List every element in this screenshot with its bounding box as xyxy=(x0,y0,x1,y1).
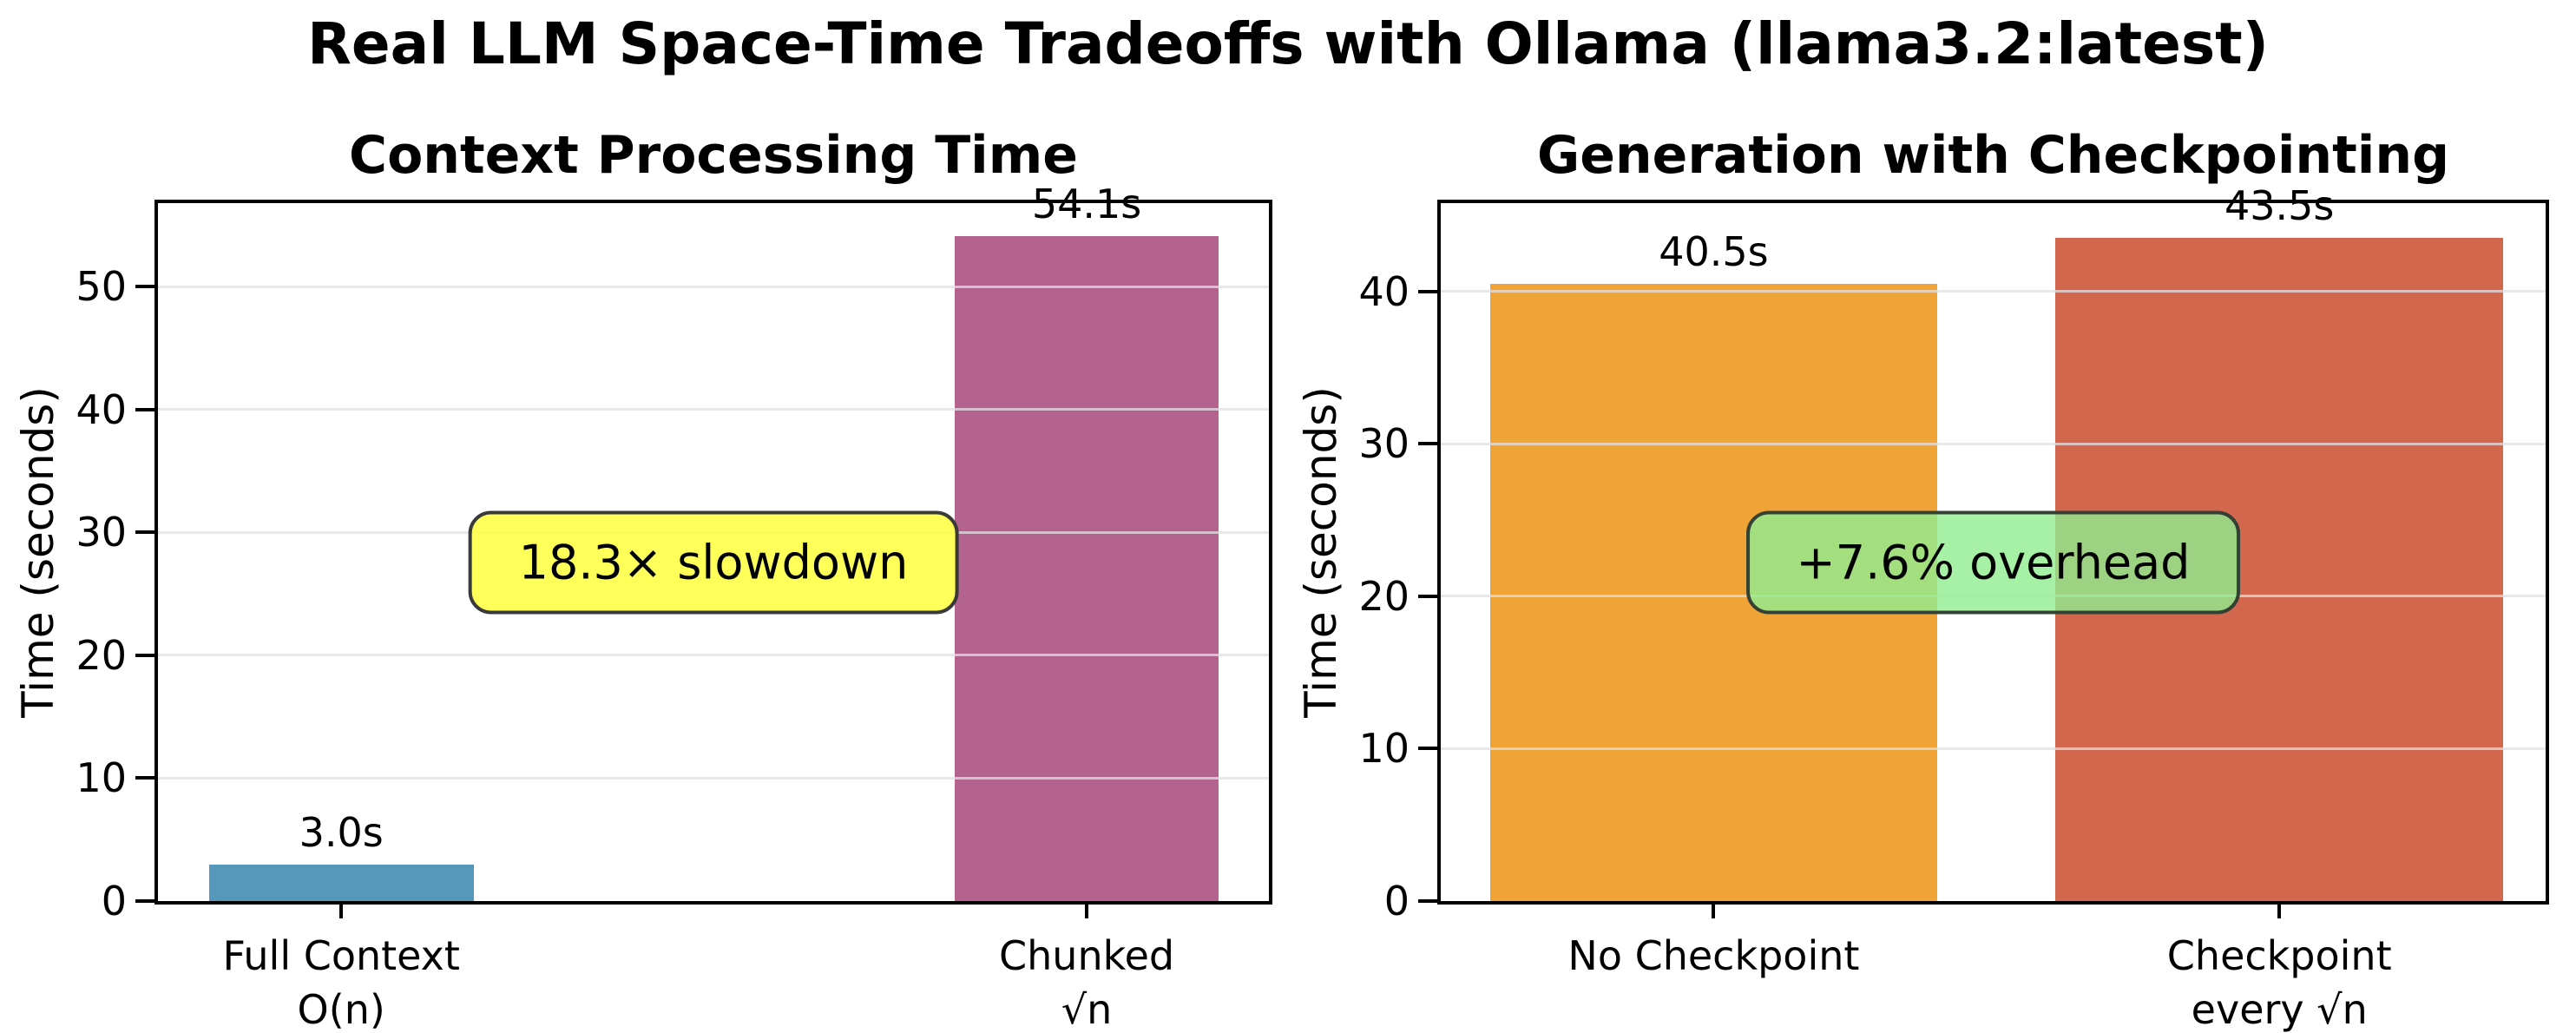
right-y-axis-label: Time (seconds) xyxy=(1296,386,1346,718)
y-tick-label: 30 xyxy=(76,509,127,556)
y-tick xyxy=(1418,289,1437,293)
y-tick-label: 20 xyxy=(1358,572,1410,620)
bar-value-label: 40.5s xyxy=(1659,228,1769,276)
y-tick xyxy=(135,285,154,289)
right-chart-title: Generation with Checkpointing xyxy=(1536,125,2450,186)
bar-value-label: 43.5s xyxy=(2224,182,2335,230)
bar-value-label: 3.0s xyxy=(299,808,384,856)
y-tick-label: 30 xyxy=(1358,420,1410,468)
annotation-box: +7.6% overhead xyxy=(1745,510,2241,615)
right-chart-axes: Time (seconds) 40.5s No Checkpoint 43.5s Ch… xyxy=(1296,182,2549,1033)
x-tick xyxy=(2277,901,2282,918)
x-tick-label: Checkpoint every √n xyxy=(2166,932,2392,1033)
y-tick-label: 0 xyxy=(1383,878,1410,924)
left-chart-title: Context Processing Time xyxy=(349,125,1078,186)
y-tick-label: 0 xyxy=(101,878,127,924)
y-tick xyxy=(135,530,154,535)
gridline xyxy=(1441,747,2546,750)
y-tick xyxy=(1418,594,1437,598)
y-tick xyxy=(135,899,154,903)
y-tick xyxy=(135,407,154,411)
y-tick-label: 10 xyxy=(1358,725,1410,773)
gridline xyxy=(158,408,1269,411)
left-y-axis-label: Time (seconds) xyxy=(13,386,63,718)
y-tick-label: 40 xyxy=(76,385,127,433)
y-tick xyxy=(1418,747,1437,751)
gridline xyxy=(158,654,1269,657)
x-tick xyxy=(1085,901,1089,918)
y-tick-label: 40 xyxy=(1358,267,1410,315)
bar-value-label: 54.1s xyxy=(1031,181,1142,228)
y-tick xyxy=(1418,899,1437,903)
y-tick xyxy=(135,653,154,657)
annotation-box: 18.3× slowdown xyxy=(468,510,959,615)
y-tick-label: 10 xyxy=(76,754,127,802)
y-tick xyxy=(135,776,154,780)
gridline xyxy=(158,285,1269,288)
y-tick-label: 20 xyxy=(76,631,127,679)
bar xyxy=(954,236,1219,901)
left-chart-axes: Time (seconds) 3.0s Full Context O(n) 54.1… xyxy=(13,181,1272,1033)
figure-title: Real LLM Space-Time Tradeoffs with Ollam… xyxy=(307,10,2269,77)
x-tick xyxy=(1712,901,1716,918)
y-tick-label: 50 xyxy=(76,263,127,311)
x-tick-label: Full Context O(n) xyxy=(222,932,460,1033)
gridline xyxy=(1441,442,2546,445)
bar xyxy=(208,864,474,901)
y-tick xyxy=(1418,442,1437,446)
x-tick-label: Chunked √n O(√n) xyxy=(999,932,1175,1033)
x-tick-label: No Checkpoint xyxy=(1567,932,1860,979)
x-tick xyxy=(339,901,344,918)
gridline xyxy=(158,776,1269,780)
gridline xyxy=(1441,290,2546,293)
